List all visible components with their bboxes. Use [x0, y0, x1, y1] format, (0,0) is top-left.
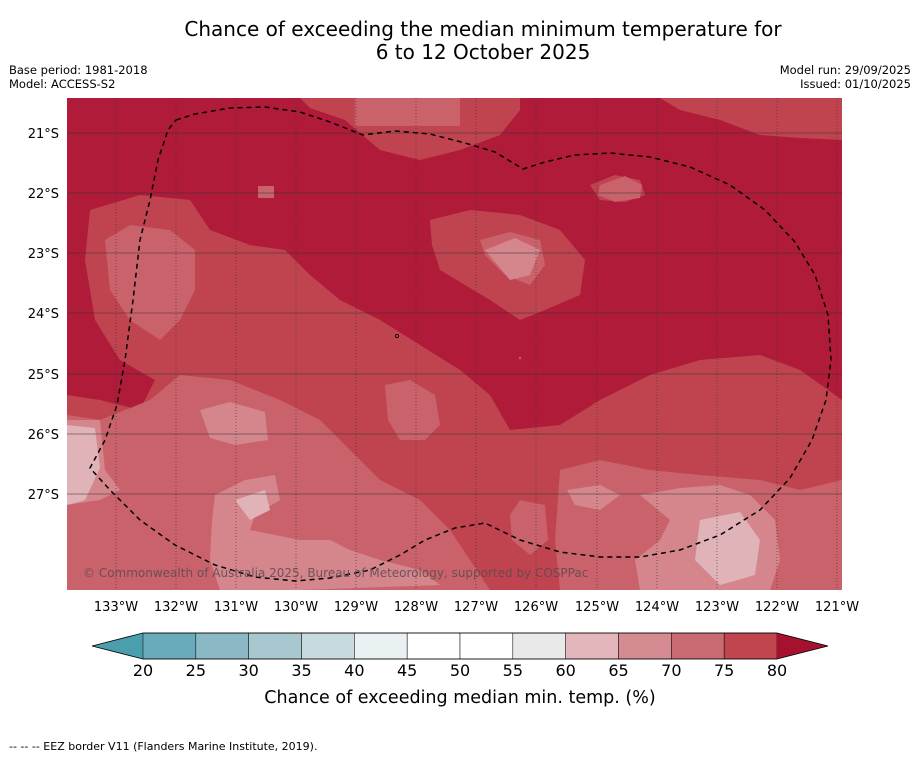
- colorbar-segments: [142, 632, 778, 660]
- lon-tick: 133°W: [94, 600, 138, 615]
- meridians: [115, 98, 838, 590]
- colorbar-tick-label: 50: [450, 661, 470, 680]
- lon-tick: 124°W: [635, 600, 679, 615]
- graticule: [67, 132, 842, 495]
- colorbar-segment: [248, 632, 302, 660]
- colorbar-tick-label: 60: [555, 661, 575, 680]
- island-marker: [518, 356, 522, 360]
- lat-tick: 27°S: [28, 488, 59, 503]
- colorbar-segment: [195, 632, 249, 660]
- colorbar-segment: [512, 632, 566, 660]
- colorbar-over-arrow: [777, 633, 828, 659]
- lon-tick: 132°W: [154, 600, 198, 615]
- colorbar-tick-label: 65: [608, 661, 628, 680]
- colorbar-segment: [406, 632, 461, 660]
- lon-tick: 123°W: [695, 600, 739, 615]
- colorbar-segment: [354, 632, 408, 660]
- lat-tick: 21°S: [28, 127, 59, 142]
- lon-tick: 128°W: [394, 600, 438, 615]
- lat-tick: 26°S: [28, 428, 59, 443]
- colorbar-tick-label: 55: [503, 661, 523, 680]
- map-plot-area: © Commonwealth of Australia 2025, Bureau…: [67, 98, 842, 590]
- issued-date: Issued: 01/10/2025: [800, 77, 911, 91]
- colorbar-segment: [565, 632, 619, 660]
- eez-border: [89, 106, 832, 582]
- colorbar-segment: [618, 632, 672, 660]
- colorbar-segment: [671, 632, 725, 660]
- longitude-labels: 133°W 132°W 131°W 130°W 129°W 128°W 127°…: [94, 600, 859, 615]
- colorbar-tick-label: 70: [661, 661, 681, 680]
- colorbar-segment: [301, 632, 355, 660]
- island-marker: [394, 333, 399, 338]
- model-name: Model: ACCESS-S2: [9, 77, 116, 91]
- colorbar-title: Chance of exceeding median min. temp. (%…: [264, 688, 655, 708]
- latitude-labels: 21°S 22°S 23°S 24°S 25°S 26°S 27°S: [28, 127, 59, 503]
- lon-tick: 121°W: [815, 600, 859, 615]
- lat-tick: 22°S: [28, 187, 59, 202]
- colorbar-tick-labels: 20 25 30 35 40 45 50 55 60 65 70 75 80: [133, 661, 787, 680]
- meta-left: Base period: 1981-2018 Model: ACCESS-S2: [9, 63, 148, 91]
- colorbar-tick-label: 75: [714, 661, 734, 680]
- colorbar-segment: [142, 632, 197, 660]
- lon-tick: 130°W: [274, 600, 318, 615]
- colorbar: 20 25 30 35 40 45 50 55 60 65 70 75 80 Chance of exc…: [91, 632, 829, 708]
- lat-tick: 24°S: [28, 307, 59, 322]
- title-line-2: 6 to 12 October 2025: [375, 40, 591, 64]
- lon-tick: 129°W: [334, 600, 378, 615]
- field-patch-top: [355, 98, 460, 126]
- colorbar-outline: [91, 632, 829, 660]
- lon-tick: 126°W: [514, 600, 558, 615]
- lon-tick: 125°W: [575, 600, 619, 615]
- eez-legend-note: -- -- -- EEZ border V11 (Flanders Marine…: [9, 740, 318, 753]
- colorbar-tick-label: 35: [291, 661, 311, 680]
- colorbar-tick-label: 80: [767, 661, 787, 680]
- colorbar-tick-label: 20: [133, 661, 153, 680]
- colorbar-tick-label: 25: [186, 661, 206, 680]
- field-60-65: [67, 425, 760, 585]
- lon-tick: 127°W: [454, 600, 498, 615]
- field-patch: [258, 186, 274, 198]
- copyright-notice: © Commonwealth of Australia 2025, Bureau…: [83, 566, 588, 580]
- colorbar-tick-label: 30: [238, 661, 258, 680]
- colorbar-tick-label: 40: [344, 661, 364, 680]
- title-line-1: Chance of exceeding the median minimum t…: [184, 17, 782, 41]
- model-run: Model run: 29/09/2025: [779, 63, 911, 77]
- colorbar-segment: [723, 632, 778, 660]
- base-period: Base period: 1981-2018: [9, 63, 148, 77]
- colorbar-segment: [459, 632, 514, 660]
- map-title: Chance of exceeding the median minimum t…: [0, 18, 919, 64]
- colorbar-tick-label: 45: [397, 661, 417, 680]
- colorbar-under-arrow: [92, 633, 143, 659]
- lon-tick: 122°W: [755, 600, 799, 615]
- lat-tick: 25°S: [28, 368, 59, 383]
- lon-tick: 131°W: [214, 600, 258, 615]
- meta-right: Model run: 29/09/2025 Issued: 01/10/2025: [780, 63, 911, 91]
- lat-tick: 23°S: [28, 247, 59, 262]
